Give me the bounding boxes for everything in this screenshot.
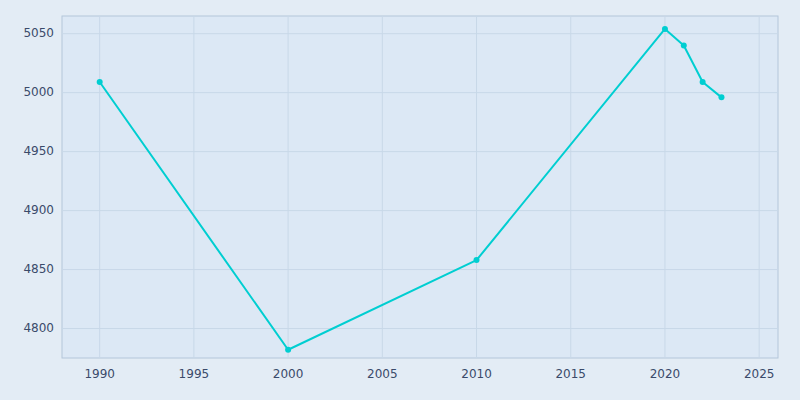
axes: 4800 4850 4900 4950 5000 5050 1990 1995 2000 2005… <box>23 26 774 381</box>
y-tick-label: 4850 <box>23 262 54 276</box>
grid-line <box>62 92 778 93</box>
marker <box>681 42 687 48</box>
x-tick-label: 1995 <box>179 367 210 381</box>
marker <box>662 26 668 32</box>
marker <box>474 257 480 263</box>
x-tick-label: 2020 <box>650 367 681 381</box>
y-tick-label: 4900 <box>23 203 54 217</box>
grid-line <box>62 210 778 211</box>
x-tick-label: 2015 <box>555 367 586 381</box>
y-tick-label: 4950 <box>23 144 54 158</box>
grid-line <box>62 269 778 270</box>
grid-line <box>193 16 194 358</box>
plot-frame <box>62 16 778 358</box>
x-tick-label: 1990 <box>84 367 115 381</box>
background <box>0 0 800 400</box>
x-tick-label: 2010 <box>461 367 492 381</box>
line <box>100 29 722 350</box>
chart: 4800 4850 4900 4950 5000 5050 1990 1995 2000 2005… <box>0 0 800 400</box>
y-tick-label: 5000 <box>23 85 54 99</box>
x-tick-label: 2025 <box>744 367 775 381</box>
grid-line <box>62 151 778 152</box>
marker <box>700 79 706 85</box>
grid <box>62 16 778 358</box>
y-tick-label: 5050 <box>23 26 54 40</box>
grid-line <box>759 16 760 358</box>
y-tick-label: 4800 <box>23 321 54 335</box>
marker <box>718 94 724 100</box>
x-tick-label: 2005 <box>367 367 398 381</box>
marker <box>97 79 103 85</box>
grid-line <box>99 16 100 358</box>
grid-line <box>288 16 289 358</box>
grid-line <box>664 16 665 358</box>
x-tick-label: 2000 <box>273 367 304 381</box>
grid-line <box>382 16 383 358</box>
grid-line <box>62 328 778 329</box>
marker <box>285 347 291 353</box>
grid-line <box>570 16 571 358</box>
series <box>97 26 725 353</box>
grid-line <box>476 16 477 358</box>
